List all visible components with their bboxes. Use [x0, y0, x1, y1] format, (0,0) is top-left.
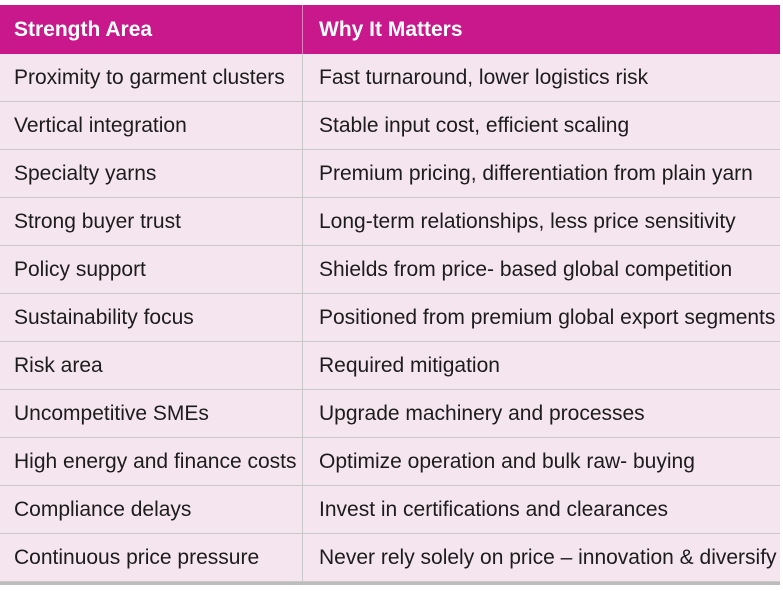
table-row: High energy and finance costs Optimize o…: [0, 438, 780, 486]
table-row: Sustainability focus Positioned from pre…: [0, 294, 780, 342]
table-row: Policy support Shields from price- based…: [0, 246, 780, 294]
strength-cell: Sustainability focus: [0, 294, 303, 341]
strength-cell: Specialty yarns: [0, 150, 303, 197]
table-row: Proximity to garment clusters Fast turna…: [0, 54, 780, 102]
strength-cell: Proximity to garment clusters: [0, 54, 303, 101]
reason-cell: Positioned from premium global export se…: [319, 305, 776, 329]
reason-cell: Upgrade machinery and processes: [319, 401, 645, 425]
strength-cell: Uncompetitive SMEs: [0, 390, 303, 437]
header-strength-area: Strength Area: [0, 5, 303, 54]
reason-cell: Required mitigation: [319, 353, 500, 377]
table-row: Vertical integration Stable input cost, …: [0, 102, 780, 150]
reason-cell: Optimize operation and bulk raw- buying: [319, 449, 695, 473]
table-row: Continuous price pressure Never rely sol…: [0, 534, 780, 582]
table-row: Risk area Required mitigation: [0, 342, 780, 390]
table-header-row: Strength Area Why It Matters: [0, 5, 780, 54]
strength-table: Strength Area Why It Matters Proximity t…: [0, 5, 780, 585]
strength-cell: High energy and finance costs: [0, 438, 303, 485]
header-why-it-matters: Why It Matters: [319, 17, 463, 41]
reason-cell: Premium pricing, differentiation from pl…: [319, 161, 753, 185]
reason-cell: Long-term relationships, less price sens…: [319, 209, 736, 233]
reason-cell: Stable input cost, efficient scaling: [319, 113, 630, 137]
table-row: Uncompetitive SMEs Upgrade machinery and…: [0, 390, 780, 438]
table-row: Compliance delays Invest in certificatio…: [0, 486, 780, 534]
strength-cell: Strong buyer trust: [0, 198, 303, 245]
reason-cell: Invest in certifications and clearances: [319, 497, 669, 521]
reason-cell: Fast turnaround, lower logistics risk: [319, 65, 649, 89]
table-row: Specialty yarns Premium pricing, differe…: [0, 150, 780, 198]
reason-cell: Shields from price- based global competi…: [319, 257, 733, 281]
reason-cell: Never rely solely on price – innovation …: [319, 545, 777, 569]
strength-cell: Risk area: [0, 342, 303, 389]
strength-cell: Compliance delays: [0, 486, 303, 533]
strength-cell: Vertical integration: [0, 102, 303, 149]
strength-cell: Policy support: [0, 246, 303, 293]
table-row: Strong buyer trust Long-term relationshi…: [0, 198, 780, 246]
strength-cell: Continuous price pressure: [0, 534, 303, 581]
